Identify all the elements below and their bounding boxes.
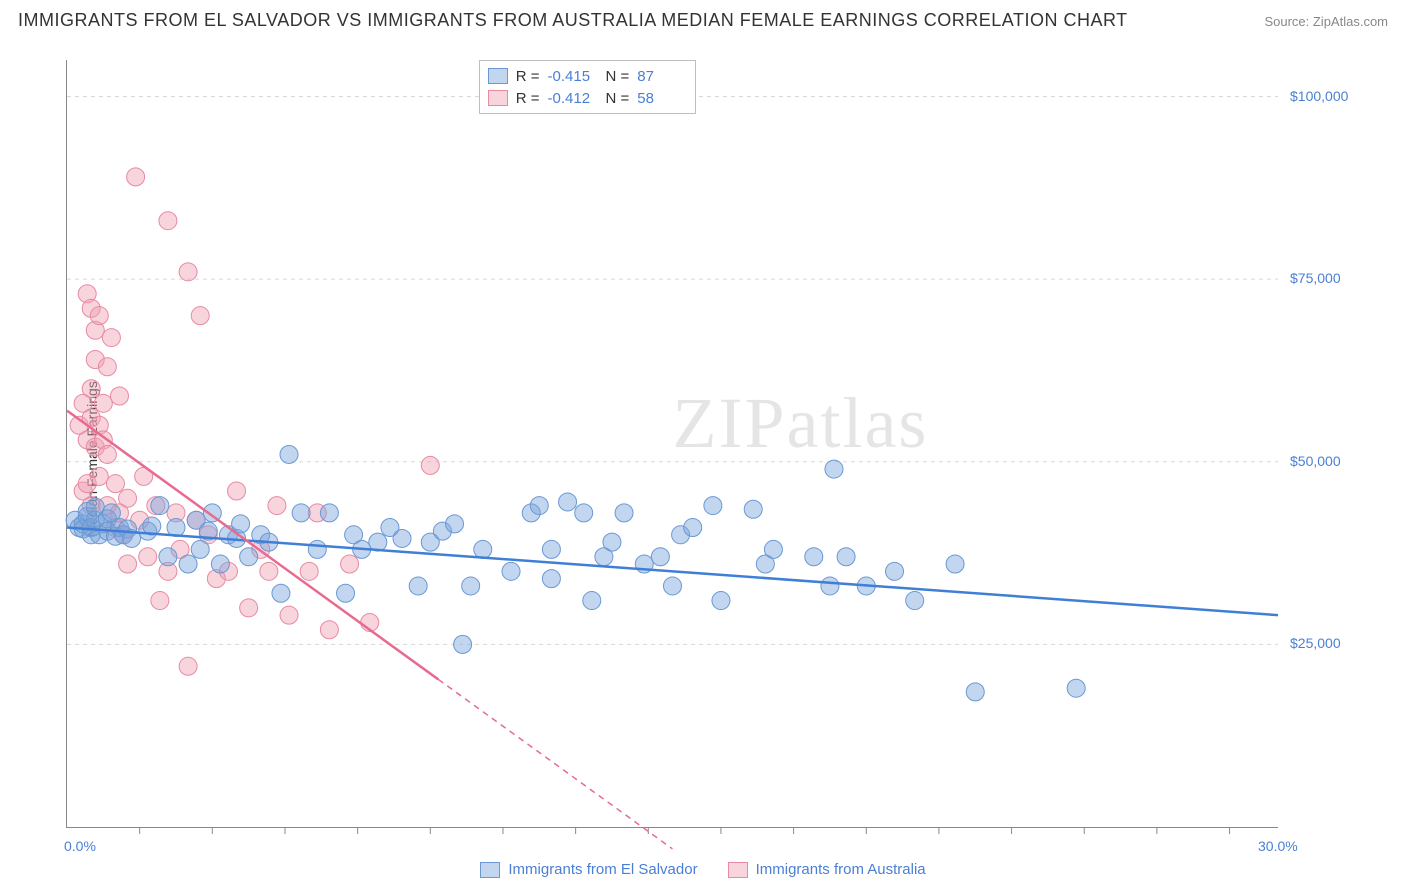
data-point [106,475,124,493]
data-point [704,497,722,515]
plot-area: ZIPatlas R =-0.415N =87R =-0.412N =58 [66,60,1278,828]
x-tick-label-max: 30.0% [1258,838,1298,854]
data-point [280,606,298,624]
data-point [651,548,669,566]
data-point [228,482,246,500]
data-point [906,592,924,610]
plot-svg [67,60,1278,827]
source-label: Source: ZipAtlas.com [1264,14,1388,29]
data-point [98,445,116,463]
regression-line-extrapolated [438,679,672,848]
data-point [191,540,209,558]
data-point [179,657,197,675]
legend-label: Immigrants from El Salvador [508,861,697,878]
data-point [542,540,560,558]
title-bar: IMMIGRANTS FROM EL SALVADOR VS IMMIGRANT… [0,0,1406,37]
data-point [462,577,480,595]
legend-swatch [488,90,508,106]
bottom-legend: Immigrants from El Salvador Immigrants fr… [18,861,1388,878]
chart-title: IMMIGRANTS FROM EL SALVADOR VS IMMIGRANT… [18,10,1128,31]
data-point [110,387,128,405]
data-point [454,635,472,653]
data-point [575,504,593,522]
legend-swatch [728,862,748,878]
data-point [664,577,682,595]
legend-item: Immigrants from Australia [728,861,926,878]
data-point [119,555,137,573]
data-point [90,307,108,325]
data-point [421,456,439,474]
data-point [240,548,258,566]
data-point [139,548,157,566]
data-point [946,555,964,573]
legend-swatch [480,862,500,878]
data-point [308,540,326,558]
data-point [102,329,120,347]
data-point [542,570,560,588]
data-point [446,515,464,533]
data-point [300,562,318,580]
data-point [151,497,169,515]
data-point [474,540,492,558]
data-point [280,445,298,463]
data-point [805,548,823,566]
data-point [151,592,169,610]
data-point [320,621,338,639]
data-point [559,493,577,511]
legend-item: Immigrants from El Salvador [480,861,697,878]
y-tick-label: $100,000 [1290,88,1348,104]
data-point [90,467,108,485]
y-tick-label: $25,000 [1290,635,1341,651]
y-tick-label: $50,000 [1290,453,1341,469]
data-point [583,592,601,610]
data-point [159,212,177,230]
data-point [337,584,355,602]
legend-label: Immigrants from Australia [756,861,926,878]
data-point [615,504,633,522]
data-point [341,555,359,573]
data-point [966,683,984,701]
data-point [603,533,621,551]
data-point [825,460,843,478]
data-point [179,263,197,281]
data-point [764,540,782,558]
data-point [179,555,197,573]
data-point [837,548,855,566]
data-point [98,358,116,376]
stats-legend: R =-0.415N =87R =-0.412N =58 [479,60,697,114]
data-point [240,599,258,617]
data-point [268,497,286,515]
data-point [393,529,411,547]
data-point [886,562,904,580]
data-point [712,592,730,610]
data-point [94,394,112,412]
data-point [320,504,338,522]
data-point [744,500,762,518]
stats-row: R =-0.412N =58 [488,87,688,109]
data-point [191,307,209,325]
stats-row: R =-0.415N =87 [488,65,688,87]
data-point [232,515,250,533]
data-point [409,577,427,595]
data-point [260,562,278,580]
data-point [1067,679,1085,697]
data-point [159,548,177,566]
data-point [292,504,310,522]
data-point [684,519,702,537]
y-tick-label: $75,000 [1290,270,1341,286]
data-point [127,168,145,186]
legend-swatch [488,68,508,84]
data-point [82,380,100,398]
chart-wrap: Median Female Earnings ZIPatlas R =-0.41… [18,44,1388,874]
data-point [530,497,548,515]
data-point [821,577,839,595]
data-point [502,562,520,580]
x-tick-label-min: 0.0% [64,838,96,854]
data-point [272,584,290,602]
data-point [119,489,137,507]
data-point [211,555,229,573]
